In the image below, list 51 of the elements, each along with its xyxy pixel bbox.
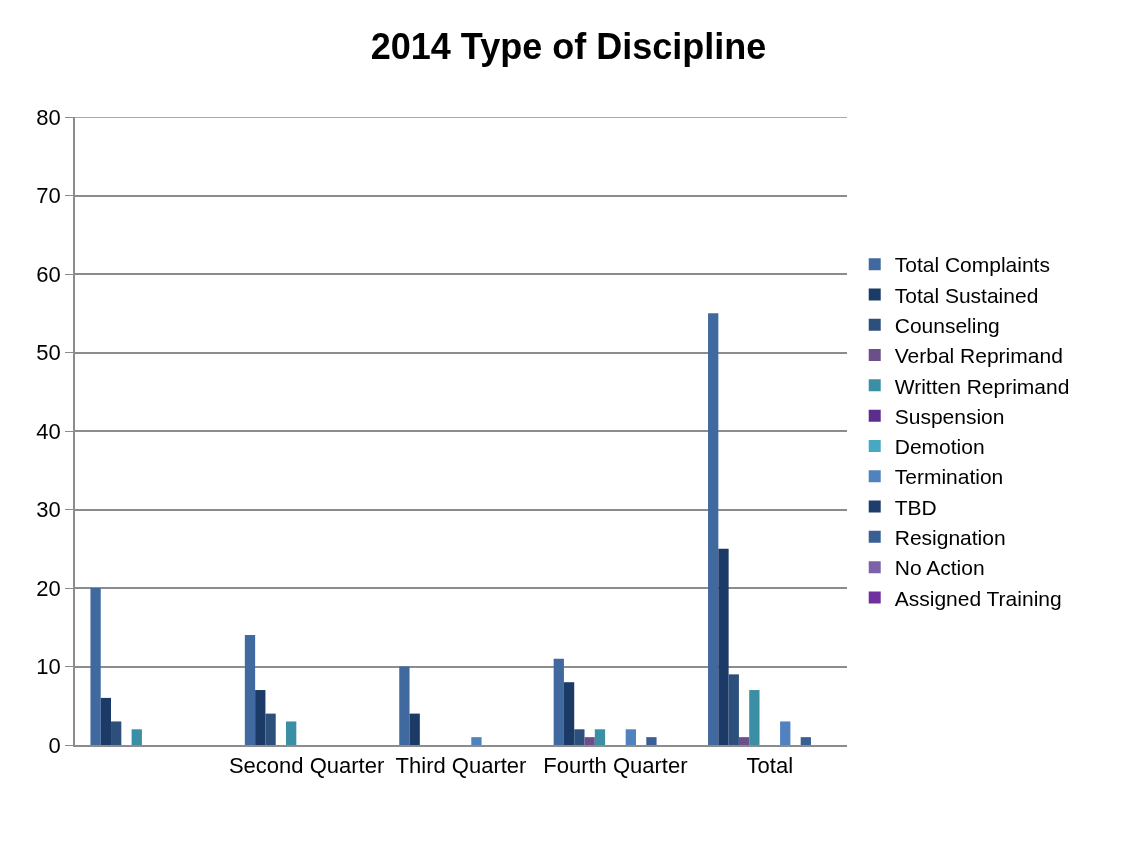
legend-label: Total Complaints bbox=[894, 253, 1050, 277]
x-tick-label: Total bbox=[746, 753, 794, 779]
bar bbox=[244, 635, 256, 745]
bar bbox=[625, 729, 636, 745]
legend-label: Written Reprimand bbox=[894, 374, 1070, 398]
bar bbox=[728, 674, 739, 745]
x-tick-label: Second Quarter bbox=[228, 753, 385, 779]
bar bbox=[100, 697, 112, 745]
bar bbox=[584, 737, 595, 745]
bar bbox=[574, 729, 585, 745]
bar bbox=[563, 682, 575, 745]
bar bbox=[553, 658, 564, 745]
x-tick-label: Fourth Quarter bbox=[543, 753, 688, 779]
legend-label: Verbal Reprimand bbox=[894, 344, 1063, 368]
bar bbox=[409, 713, 420, 745]
legend-label: TBD bbox=[894, 495, 937, 519]
bar bbox=[111, 721, 122, 745]
legend-label: Demotion bbox=[894, 435, 985, 459]
y-tick-label: 80 bbox=[36, 104, 61, 130]
legend-label: Termination bbox=[894, 465, 1004, 489]
chart-title: 2014 Type of Discipline bbox=[370, 25, 767, 67]
bar bbox=[399, 666, 410, 745]
bar bbox=[708, 313, 719, 745]
y-tick-label: 70 bbox=[36, 183, 61, 209]
bar bbox=[471, 737, 482, 745]
y-tick-label: 10 bbox=[36, 654, 61, 680]
bar bbox=[594, 729, 606, 745]
bar bbox=[90, 588, 101, 745]
legend-label: Assigned Training bbox=[894, 586, 1062, 610]
y-tick-label: 50 bbox=[36, 340, 61, 366]
bar bbox=[286, 721, 297, 745]
bar bbox=[265, 713, 276, 745]
bar bbox=[738, 737, 750, 745]
bar bbox=[131, 729, 142, 745]
bar bbox=[255, 690, 266, 745]
legend-label: Counseling bbox=[894, 313, 1000, 337]
bar bbox=[646, 737, 657, 745]
y-tick-label: 20 bbox=[36, 575, 61, 601]
legend-label: No Action bbox=[894, 556, 985, 580]
bar bbox=[718, 548, 729, 745]
y-tick-label: 40 bbox=[36, 418, 61, 444]
legend-label: Suspension bbox=[894, 404, 1005, 428]
y-tick-label: 30 bbox=[36, 497, 61, 523]
x-tick-label: Third Quarter bbox=[395, 753, 527, 779]
bar bbox=[780, 721, 791, 745]
bar bbox=[749, 690, 760, 745]
legend-label: Resignation bbox=[894, 526, 1006, 550]
bar bbox=[800, 737, 811, 745]
y-tick-label: 0 bbox=[48, 732, 61, 758]
y-tick-label: 60 bbox=[36, 261, 61, 287]
legend-label: Total Sustained bbox=[894, 283, 1039, 307]
